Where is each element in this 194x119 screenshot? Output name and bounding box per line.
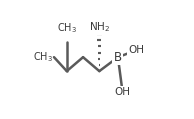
Text: CH$_3$: CH$_3$ (33, 50, 53, 64)
Text: OH: OH (128, 45, 145, 55)
Text: B: B (114, 51, 122, 64)
Text: NH$_2$: NH$_2$ (89, 20, 110, 34)
Text: OH: OH (115, 87, 131, 97)
Text: CH$_3$: CH$_3$ (57, 21, 77, 35)
